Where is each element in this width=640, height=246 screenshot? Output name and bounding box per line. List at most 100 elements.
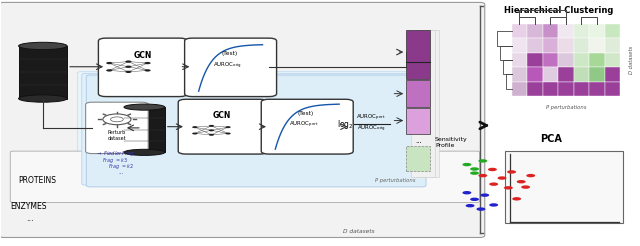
Text: ...: ... (26, 214, 34, 223)
Bar (605, 53, 620, 67)
Ellipse shape (124, 149, 165, 155)
Bar (605, 82, 620, 96)
Bar (511, 82, 527, 96)
Bar (511, 24, 527, 38)
Bar (605, 38, 620, 53)
Circle shape (521, 185, 530, 189)
Bar (406, 146, 431, 171)
Bar (527, 67, 543, 82)
Circle shape (145, 69, 150, 72)
Text: D datasets: D datasets (342, 229, 374, 234)
FancyBboxPatch shape (178, 99, 267, 154)
Bar (589, 53, 605, 67)
Circle shape (512, 197, 521, 200)
Bar (573, 38, 589, 53)
Bar (415, 30, 440, 177)
FancyBboxPatch shape (10, 151, 479, 202)
Circle shape (145, 62, 150, 64)
Circle shape (209, 134, 214, 136)
Circle shape (192, 126, 198, 128)
Bar (558, 24, 573, 38)
Circle shape (470, 171, 479, 175)
Bar (527, 24, 543, 38)
Bar (573, 82, 589, 96)
Circle shape (504, 186, 513, 189)
Text: AUROC$_{\rm pert}$: AUROC$_{\rm pert}$ (289, 120, 319, 130)
Bar (558, 82, 573, 96)
Circle shape (497, 176, 506, 180)
Text: AUROC$_{\rm orig}$: AUROC$_{\rm orig}$ (356, 124, 385, 135)
Text: $\log_2$: $\log_2$ (337, 118, 353, 131)
Circle shape (225, 133, 230, 135)
Bar (543, 24, 558, 38)
Text: PCA: PCA (540, 134, 562, 144)
FancyBboxPatch shape (86, 75, 426, 187)
Text: Perturb: Perturb (108, 130, 126, 135)
FancyBboxPatch shape (82, 73, 422, 185)
Bar (605, 67, 620, 82)
Bar (511, 53, 527, 67)
Bar (406, 80, 431, 107)
Text: dataset: dataset (108, 136, 126, 141)
Circle shape (192, 133, 198, 135)
Bar (543, 53, 558, 67)
Text: P perturbations: P perturbations (375, 178, 416, 183)
FancyBboxPatch shape (86, 102, 148, 154)
Circle shape (488, 168, 497, 171)
Bar (558, 67, 573, 82)
Bar (527, 53, 543, 67)
Ellipse shape (19, 95, 67, 102)
Circle shape (463, 163, 471, 166)
Bar (543, 38, 558, 53)
Text: PROTEINS: PROTEINS (19, 176, 56, 185)
Text: $\rightarrow$ FiedlerFrag: $\rightarrow$ FiedlerFrag (95, 149, 135, 158)
Text: (Test): (Test) (221, 51, 237, 56)
Circle shape (478, 159, 487, 163)
Bar (543, 67, 558, 82)
Circle shape (476, 207, 485, 211)
FancyBboxPatch shape (77, 72, 417, 184)
Bar (573, 24, 589, 38)
Bar (558, 53, 573, 67)
FancyBboxPatch shape (184, 38, 276, 97)
Text: ENZYMES: ENZYMES (10, 202, 47, 211)
Circle shape (470, 198, 479, 201)
Text: GCN: GCN (133, 51, 152, 60)
Polygon shape (19, 46, 67, 99)
Bar (406, 30, 431, 79)
Bar (605, 24, 620, 38)
Bar (527, 38, 543, 53)
Text: ...: ... (119, 170, 124, 175)
Circle shape (489, 183, 498, 186)
Bar (511, 38, 527, 53)
Circle shape (106, 62, 113, 64)
Circle shape (480, 193, 489, 197)
Circle shape (516, 180, 525, 184)
Text: (Test): (Test) (298, 111, 314, 116)
Text: AUROC$_{\rm orig}$: AUROC$_{\rm orig}$ (213, 61, 242, 71)
Circle shape (478, 174, 487, 177)
Text: AUROC$_{\rm pert}$: AUROC$_{\rm pert}$ (356, 113, 386, 123)
Polygon shape (124, 107, 165, 152)
Text: P perturbations: P perturbations (546, 105, 586, 110)
Bar (589, 82, 605, 96)
Text: Frag $= k2$: Frag $= k2$ (108, 162, 134, 171)
Bar (411, 30, 435, 177)
Text: Hierarchical Clustering: Hierarchical Clustering (504, 6, 613, 15)
Circle shape (489, 203, 498, 207)
Circle shape (106, 69, 113, 72)
Ellipse shape (19, 42, 67, 50)
Text: GCN: GCN (213, 111, 232, 120)
Bar (589, 67, 605, 82)
Bar (505, 151, 623, 223)
Ellipse shape (124, 104, 165, 110)
Bar (543, 82, 558, 96)
Bar (573, 53, 589, 67)
Bar (573, 67, 589, 82)
Circle shape (125, 61, 131, 63)
Circle shape (466, 204, 474, 207)
Circle shape (470, 167, 479, 171)
Text: D datasets: D datasets (629, 46, 634, 74)
Circle shape (507, 170, 516, 174)
Circle shape (463, 191, 471, 194)
